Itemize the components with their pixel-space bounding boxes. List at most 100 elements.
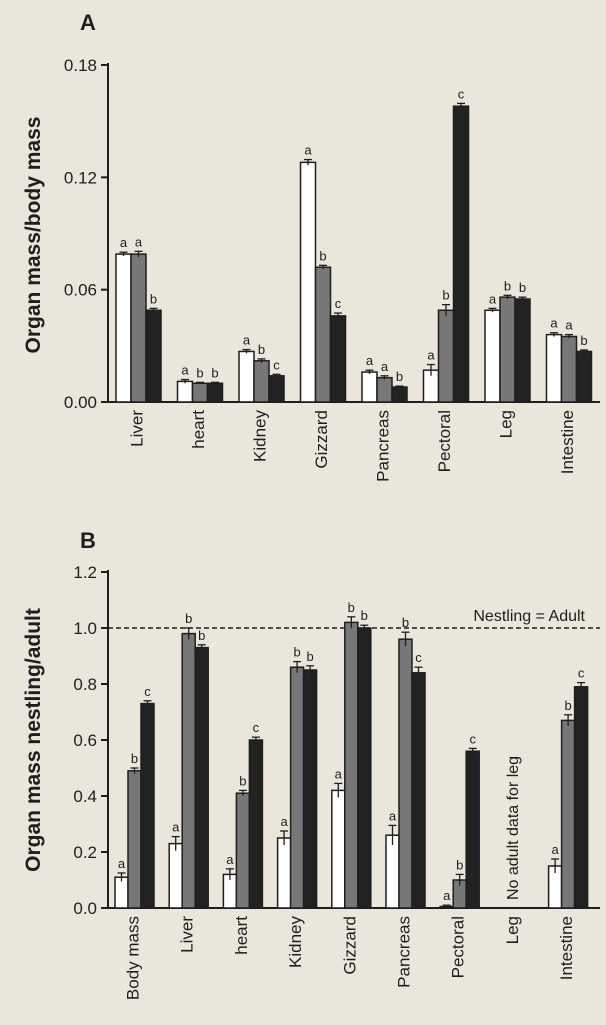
significance-letter: a xyxy=(135,234,143,249)
significance-letter: c xyxy=(415,650,422,665)
y-tick-label: 0.12 xyxy=(64,168,97,187)
bar xyxy=(191,382,209,403)
significance-letter: a xyxy=(172,820,180,835)
significance-letter: b xyxy=(504,278,511,293)
significance-letter: b xyxy=(442,288,449,303)
bar xyxy=(398,638,413,909)
significance-letter: b xyxy=(131,751,138,766)
panel-b-plot: 0.0 0.2 0.4 0.6 0.8 1.0 1.2 Nestling = Adult Bod… xyxy=(73,563,600,1000)
x-tick-label: Pectoral xyxy=(435,410,454,472)
significance-letter: b xyxy=(198,628,205,643)
bar xyxy=(329,315,347,403)
bar xyxy=(437,309,455,403)
bar xyxy=(235,792,251,909)
significance-letter: a xyxy=(280,814,288,829)
x-tick-label: Leg xyxy=(503,916,522,944)
significance-letter: a xyxy=(304,143,312,158)
bar xyxy=(127,770,142,909)
bar xyxy=(114,876,129,909)
significance-letter: b xyxy=(211,365,218,380)
x-tick-label: heart xyxy=(232,916,251,955)
bar xyxy=(545,333,563,403)
bar xyxy=(168,842,183,909)
x-tick-label: Liver xyxy=(128,410,147,447)
x-tick-label: heart xyxy=(189,410,208,449)
significance-letter: b xyxy=(361,608,368,623)
panel-b-ylabel: Organ mass nestling/adult xyxy=(22,608,45,872)
bar xyxy=(573,686,589,909)
x-tick-label: Leg xyxy=(497,410,516,438)
significance-letter: b xyxy=(293,645,300,660)
bar xyxy=(268,375,285,403)
bar xyxy=(361,371,378,403)
significance-letter: a xyxy=(181,363,189,378)
significance-letter: a xyxy=(118,856,126,871)
bar xyxy=(357,627,372,909)
significance-letter: b xyxy=(306,649,313,664)
x-tick-label: Gizzard xyxy=(340,916,359,975)
y-tick-label: 1.0 xyxy=(73,619,97,638)
panel-b: B Organ mass nestling/adult 0.0 0.2 0.4 0.6… xyxy=(22,528,600,1000)
x-tick-label: Body mass xyxy=(124,916,143,1000)
x-tick-label: Gizzard xyxy=(312,410,331,469)
significance-letter: a xyxy=(335,766,343,781)
x-tick-label: Liver xyxy=(178,916,197,953)
significance-letter: b xyxy=(150,291,157,306)
significance-letter: a xyxy=(550,316,558,331)
bar xyxy=(452,105,470,403)
bar xyxy=(411,672,426,909)
y-tick-label: 0.18 xyxy=(64,56,97,75)
significance-letter: c xyxy=(469,731,476,746)
significance-letter: b xyxy=(396,369,403,384)
significance-letter: a xyxy=(243,333,251,348)
bar xyxy=(140,702,155,909)
bar xyxy=(176,380,194,403)
significance-letter: a xyxy=(427,348,435,363)
y-tick-label: 0.00 xyxy=(64,393,97,412)
bar xyxy=(115,253,132,403)
bar xyxy=(289,666,305,909)
significance-letter: b xyxy=(456,857,463,872)
x-tick-label: Kidney xyxy=(251,410,270,462)
bar xyxy=(560,719,576,909)
bar xyxy=(276,837,292,909)
bar xyxy=(206,382,224,403)
x-tick-label: Intestine xyxy=(558,410,577,474)
significance-letter: a xyxy=(565,318,573,333)
bar xyxy=(391,386,408,403)
significance-letter: b xyxy=(196,365,203,380)
significance-letter: c xyxy=(144,684,151,699)
bar xyxy=(299,161,317,403)
bar xyxy=(344,621,359,909)
significance-letter: c xyxy=(273,357,280,372)
significance-letter: c xyxy=(335,296,342,311)
bar xyxy=(465,750,480,909)
missing-data-note: No adult data for leg xyxy=(505,756,522,900)
significance-letter: b xyxy=(580,333,587,348)
y-tick-label: 0.0 xyxy=(73,899,97,918)
bar xyxy=(484,309,501,403)
significance-letter: a xyxy=(489,291,497,306)
significance-letter: b xyxy=(258,342,265,357)
bar xyxy=(145,309,162,403)
panel-b-letter: B xyxy=(80,528,96,553)
significance-letter: b xyxy=(239,773,246,788)
significance-letter: a xyxy=(366,353,374,368)
x-tick-label: Pancreas xyxy=(395,916,414,988)
bar xyxy=(499,296,516,403)
x-tick-label: Pectoral xyxy=(449,916,468,978)
y-tick-label: 0.4 xyxy=(73,787,97,806)
bar xyxy=(376,376,393,403)
significance-letter: c xyxy=(578,666,585,681)
panel-a-ylabel: Organ mass/body mass xyxy=(22,117,45,354)
x-tick-label: Pancreas xyxy=(374,410,393,482)
y-tick-label: 0.2 xyxy=(73,843,97,862)
y-tick-label: 1.2 xyxy=(73,563,97,582)
significance-letter: a xyxy=(389,808,397,823)
bar xyxy=(302,669,318,909)
bar xyxy=(253,360,270,403)
panel-a-letter: A xyxy=(80,10,96,35)
bar xyxy=(331,789,346,909)
